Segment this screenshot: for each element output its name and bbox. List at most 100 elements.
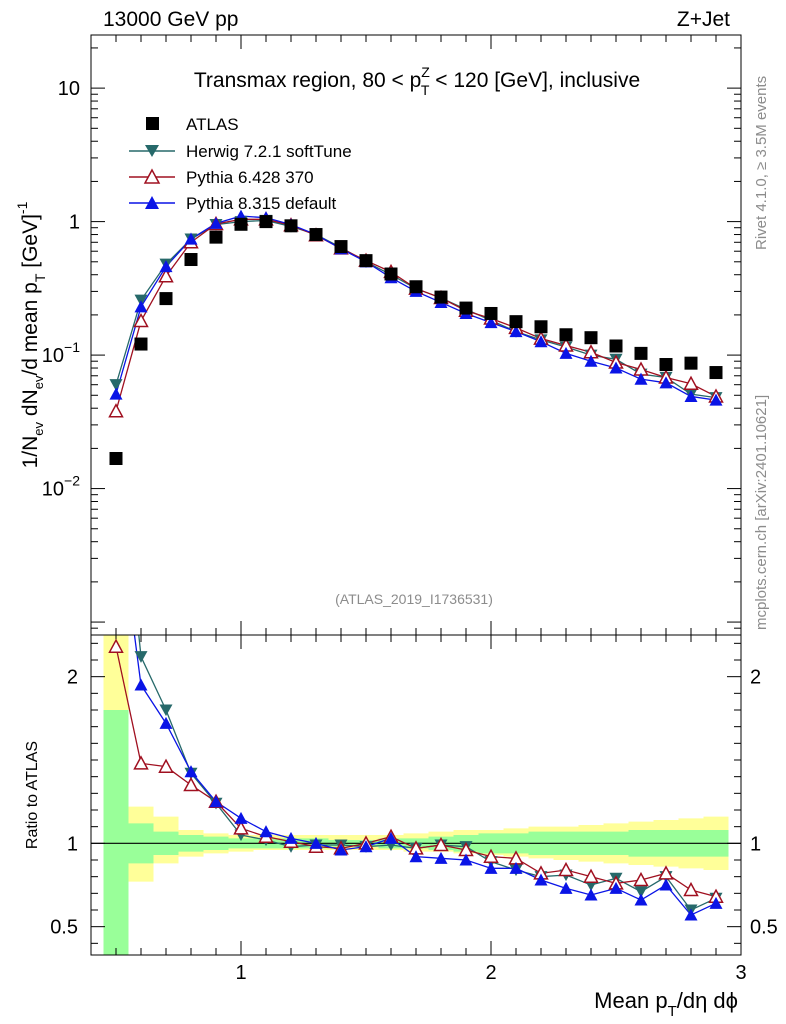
data-point-atlas [384,267,398,281]
data-point-pythia8 [684,389,698,402]
data-point-atlas [409,280,423,294]
ratio-point-pythia8 [309,836,323,849]
data-point-pythia8 [609,361,623,374]
ratio-point-herwig [134,651,148,663]
ratio-frame [90,634,742,956]
data-point-pythia8 [709,393,723,406]
data-point-pythia8 [184,232,198,245]
ratio-point-pythia6 [433,836,449,852]
ratio-point-pythia6 [633,871,649,887]
ratio-point-herwig [159,704,173,717]
ratio-point-pythia8 [459,853,473,866]
data-point-pythia6 [158,268,174,283]
data-point-atlas [334,240,348,254]
y-tick-label-main: 1 [69,212,80,234]
ratio-point-pythia8 [509,861,523,874]
ratio-point-herwig [634,886,648,898]
ratio-point-pythia8 [209,795,223,808]
data-point-atlas [584,331,598,345]
x-tick-label: 3 [735,962,746,984]
data-point-pythia6 [108,403,124,418]
data-point-pythia8 [209,216,223,229]
ratio-point-pythia8 [659,878,673,891]
data-point-pythia8 [534,335,548,348]
ratio-point-pythia8 [334,843,348,856]
data-point-atlas [559,328,573,342]
data-point-atlas [184,253,198,267]
data-point-atlas [684,356,698,370]
ratio-point-pythia8 [134,678,148,691]
data-point-pythia8 [109,387,123,400]
y-tick-label-main: 10−1 [42,339,80,367]
legend-marker-pythia8 [145,196,159,209]
data-point-atlas [659,358,673,372]
ratio-point-pythia6 [133,755,149,770]
data-point-atlas [284,219,298,233]
y-tick-label-ratio-right: 1 [750,833,761,855]
ratio-point-pythia8 [634,893,648,906]
data-point-herwig [109,379,123,391]
ratio-point-pythia8 [409,850,423,863]
legend-label-pythia6: Pythia 6.428 370 [186,168,314,187]
data-point-pythia8 [584,354,598,367]
data-point-atlas [459,301,473,315]
ratio-point-pythia6 [683,881,699,897]
y-tick-label-main: 10 [58,78,80,100]
data-point-atlas [159,292,173,306]
data-point-pythia8 [509,325,523,338]
ratio-y-axis-title: Ratio to ATLAS [24,741,41,849]
legend-label-atlas: ATLAS [186,115,239,134]
y-axis-title: 1/Nev dNev/d mean pT [GeV]-1 [14,201,48,468]
ratio-band-total-uncertainty [103,635,729,955]
rivet-version-note: Rivet 4.1.0, ≥ 3.5M events [753,76,770,250]
data-point-atlas [134,337,148,351]
data-point-pythia8 [134,300,148,313]
data-point-pythia6 [683,375,699,391]
ratio-point-pythia6 [158,758,174,773]
data-point-atlas [359,254,373,268]
ratio-point-pythia8 [584,888,598,901]
data-point-pythia8 [634,372,648,385]
data-point-atlas [259,215,273,229]
series-line-pythia8 [115,215,717,401]
y-tick-label-ratio: 2 [67,667,78,689]
ratio-point-pythia6 [233,820,249,835]
legend-label-herwig: Herwig 7.2.1 softTune [186,142,352,161]
data-point-atlas [534,320,548,334]
data-point-atlas [634,346,648,360]
ratio-point-pythia8 [484,861,498,874]
header-energy-label: 13000 GeV pp [103,8,238,31]
x-tick-label: 2 [485,962,496,984]
mcplots-credit-note: mcplots.cern.ch [arXiv:2401.10621] [753,395,770,630]
y-tick-label-ratio: 1 [67,833,78,855]
data-point-atlas [509,315,523,329]
y-tick-label-main: 10−2 [42,473,80,501]
data-point-atlas [484,306,498,320]
data-point-atlas [234,217,248,231]
header-process-label: Z+Jet [677,8,730,31]
data-point-atlas [209,230,223,244]
ratio-point-pythia8 [709,896,723,909]
chart-title: Transmax region, 80 < pZ T < 120 [GeV], i… [194,64,640,98]
ratio-panel: 1 2 3 0.5 0.5 1 1 2 2 [50,634,778,984]
data-point-pythia6 [133,312,149,328]
ratio-point-pythia6 [108,638,124,653]
ratio-band-stat-uncertainty [103,710,729,955]
ratio-point-pythia6 [583,868,599,883]
data-point-atlas [309,228,323,242]
data-point-atlas [709,366,723,380]
data-point-pythia8 [559,346,573,359]
y-tick-label-ratio-right: 0.5 [750,917,778,939]
legend: ATLAS Herwig 7.2.1 softTune Pythia 6.428… [129,115,352,213]
ratio-point-pythia8 [384,831,398,844]
legend-marker-atlas [146,117,159,130]
y-tick-label-ratio-right: 2 [750,667,761,689]
series-line-herwig [115,219,717,399]
legend-marker-herwig [145,145,159,157]
ratio-series-group [108,635,724,921]
ratio-point-pythia6 [183,776,199,792]
ratio-point-pythia8 [359,840,373,853]
x-tick-label: 1 [235,962,246,984]
data-point-atlas [609,339,623,353]
